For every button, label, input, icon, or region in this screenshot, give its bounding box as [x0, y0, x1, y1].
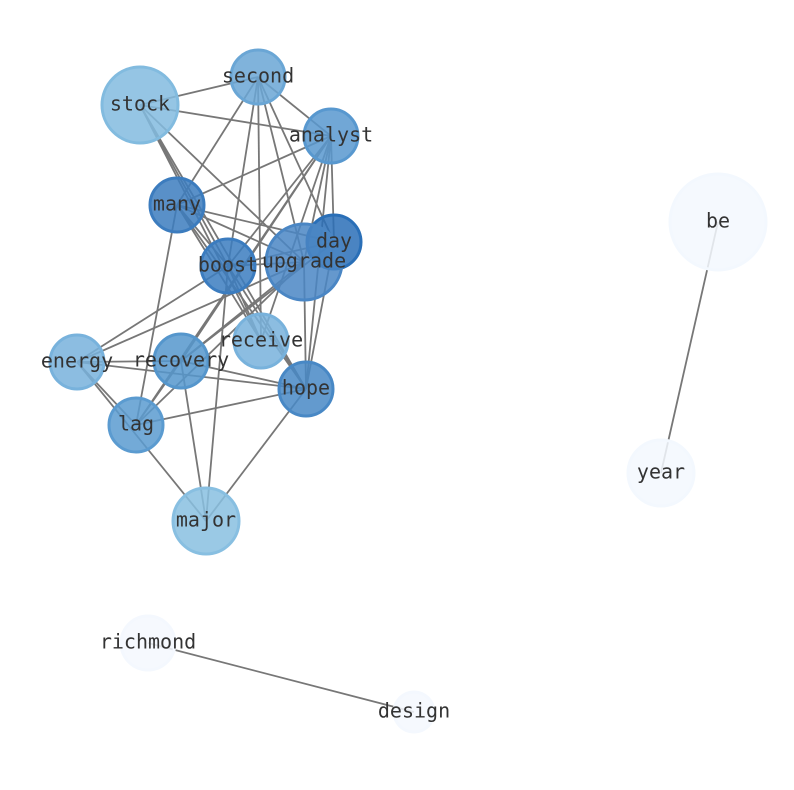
edge — [139, 104, 262, 342]
node — [668, 172, 768, 272]
node — [302, 107, 360, 165]
node — [100, 65, 180, 145]
node-label: energy — [41, 349, 113, 373]
node — [199, 237, 257, 295]
node — [148, 176, 206, 234]
node-label: many — [153, 192, 201, 216]
node-label: boost — [198, 253, 258, 277]
edges — [76, 76, 719, 713]
node-label: design — [378, 699, 450, 723]
node-label: stock — [110, 92, 170, 116]
node — [232, 312, 290, 370]
edge — [147, 642, 415, 713]
node-label: major — [176, 508, 236, 532]
node-label: analyst — [289, 123, 373, 147]
edge — [135, 388, 307, 426]
edge — [205, 265, 229, 522]
node-label: recovery — [133, 348, 229, 372]
node-label: second — [222, 64, 294, 88]
nodes — [48, 48, 768, 734]
node-label: hope — [282, 376, 330, 400]
edge — [135, 204, 178, 426]
node — [48, 333, 106, 391]
node — [107, 396, 165, 454]
node — [392, 690, 436, 734]
node — [626, 438, 696, 508]
edge — [76, 261, 305, 363]
node-label: richmond — [100, 630, 196, 654]
node-label: year — [637, 460, 685, 484]
node — [277, 360, 335, 418]
node — [171, 486, 241, 556]
edge — [257, 76, 335, 243]
node — [152, 332, 210, 390]
node-label: be — [706, 209, 730, 233]
node — [229, 48, 287, 106]
node-label: day — [316, 229, 352, 253]
node-label: lag — [118, 412, 154, 436]
node — [119, 614, 177, 672]
edge — [76, 265, 229, 363]
node-label: receive — [219, 328, 303, 352]
node-label: upgrade — [262, 249, 346, 273]
edge — [227, 76, 259, 267]
node — [264, 222, 344, 302]
